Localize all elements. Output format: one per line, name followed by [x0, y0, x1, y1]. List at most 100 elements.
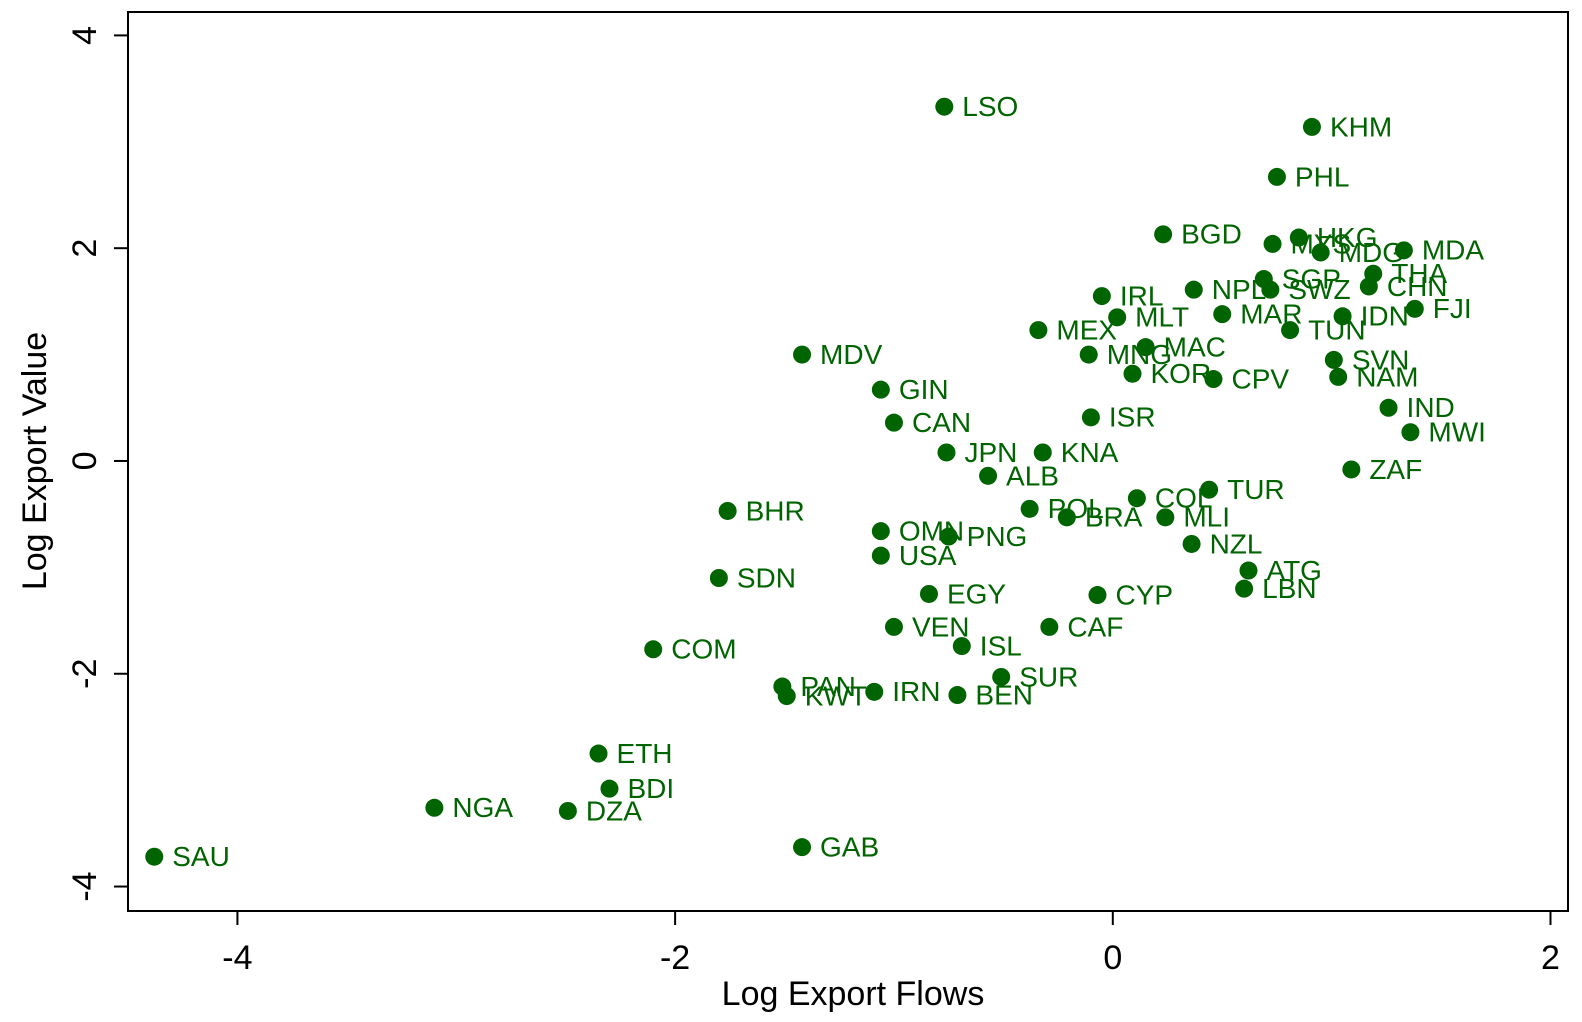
- point: [558, 801, 577, 820]
- point-label: CPV: [1231, 363, 1289, 394]
- point: [1213, 305, 1232, 324]
- point-label: ISR: [1109, 402, 1156, 433]
- point-label: BHR: [746, 495, 805, 526]
- point-label: KWT: [805, 680, 867, 711]
- point: [884, 413, 903, 432]
- point: [1136, 338, 1155, 357]
- x-axis-label: Log Export Flows: [722, 975, 985, 1013]
- point-label: BEN: [975, 679, 1033, 710]
- point: [1302, 117, 1321, 136]
- point: [777, 687, 796, 706]
- point: [952, 637, 971, 656]
- point: [1311, 243, 1330, 262]
- point-label: GAB: [820, 832, 879, 863]
- point-label: MDA: [1422, 235, 1485, 266]
- point-label: EGY: [947, 578, 1006, 609]
- point: [1235, 579, 1254, 598]
- y-axis-label: Log Export Value: [16, 332, 54, 590]
- point: [1324, 350, 1343, 369]
- point-label: IRL: [1120, 280, 1164, 311]
- point: [948, 686, 967, 705]
- point-label: ZAF: [1369, 454, 1422, 485]
- point-label: BDI: [627, 773, 674, 804]
- point-label: SAU: [172, 841, 230, 872]
- point: [939, 527, 958, 546]
- point-label: MAC: [1164, 332, 1226, 363]
- point-label: CAN: [912, 407, 971, 438]
- point-label: GIN: [899, 374, 949, 405]
- point-label: CAF: [1067, 611, 1123, 642]
- point-label: KOR: [1150, 358, 1211, 389]
- point-label: TUR: [1227, 474, 1285, 505]
- point: [1123, 364, 1142, 383]
- point: [935, 97, 954, 116]
- point-label: BRA: [1085, 502, 1143, 533]
- point-label: TUN: [1308, 314, 1366, 345]
- point: [979, 466, 998, 485]
- point-label: ATG: [1266, 555, 1321, 586]
- point-label: NGA: [452, 792, 513, 823]
- point-label: BGD: [1181, 219, 1242, 250]
- point: [1029, 321, 1048, 340]
- point-label: ETH: [617, 738, 673, 769]
- point: [1079, 345, 1098, 364]
- point: [1200, 480, 1219, 499]
- point: [709, 568, 728, 587]
- point: [600, 779, 619, 798]
- point-label: DZA: [586, 795, 642, 826]
- point: [1261, 280, 1280, 299]
- x-tick-label: 0: [1103, 939, 1122, 977]
- point: [425, 798, 444, 817]
- point: [871, 380, 890, 399]
- point-label: IRN: [892, 676, 940, 707]
- point: [1379, 398, 1398, 417]
- point: [992, 667, 1011, 686]
- y-tick-label: 0: [66, 452, 104, 471]
- y-tick-label: -4: [66, 871, 104, 901]
- point: [1040, 617, 1059, 636]
- point: [1057, 508, 1076, 527]
- point: [871, 546, 890, 565]
- point-label: PNG: [967, 521, 1028, 552]
- point: [1267, 167, 1286, 186]
- point: [1394, 241, 1413, 260]
- point: [871, 522, 890, 541]
- point: [1333, 307, 1352, 326]
- point: [865, 682, 884, 701]
- point-label: IDN: [1361, 301, 1409, 332]
- point-label: NPL: [1212, 274, 1266, 305]
- point: [644, 640, 663, 659]
- point-label: NZL: [1210, 528, 1263, 559]
- point-label: LBN: [1262, 573, 1316, 604]
- point-label: KHM: [1330, 111, 1392, 142]
- point: [1342, 460, 1361, 479]
- point: [1204, 370, 1223, 389]
- point-label: VEN: [912, 611, 970, 642]
- point: [1401, 423, 1420, 442]
- point-label: SUR: [1019, 661, 1078, 692]
- point-label: SDN: [737, 562, 796, 593]
- point-label: JPN: [964, 437, 1017, 468]
- point: [1182, 534, 1201, 553]
- point: [1088, 586, 1107, 605]
- point-label: MLT: [1135, 302, 1189, 333]
- point: [145, 847, 164, 866]
- point: [1281, 321, 1300, 340]
- point-label: PAN: [800, 671, 856, 702]
- point-label: ALB: [1006, 460, 1059, 491]
- point: [1033, 443, 1052, 462]
- point: [1092, 287, 1111, 306]
- point-label: LSO: [962, 91, 1018, 122]
- point: [919, 584, 938, 603]
- y-tick-label: -2: [66, 659, 104, 689]
- point-label: SVN: [1352, 344, 1410, 375]
- point-label: ISL: [980, 630, 1022, 661]
- point-label: KNA: [1061, 437, 1119, 468]
- point: [884, 617, 903, 636]
- point-label: MLI: [1183, 502, 1230, 533]
- point: [589, 744, 608, 763]
- point: [1184, 280, 1203, 299]
- point-label: MEX: [1056, 314, 1117, 345]
- point-label: NAM: [1356, 361, 1418, 392]
